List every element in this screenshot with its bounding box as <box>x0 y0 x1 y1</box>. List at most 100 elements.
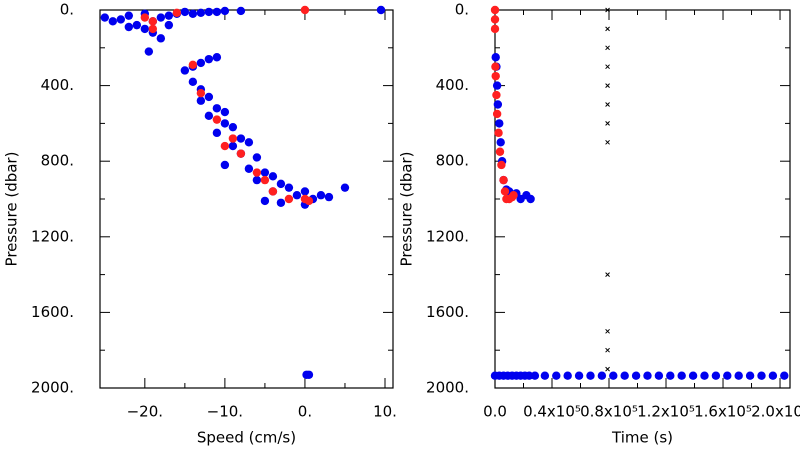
data-point <box>490 5 500 15</box>
y-axis-label: Pressure (dbar) <box>398 152 416 267</box>
data-point <box>609 371 618 380</box>
data-point <box>284 183 294 192</box>
plot-frame <box>99 9 394 389</box>
data-point <box>244 138 254 147</box>
data-point <box>677 371 686 380</box>
data-point <box>148 24 158 34</box>
data-point <box>605 83 610 88</box>
data-point <box>304 370 314 379</box>
data-point <box>276 198 286 207</box>
x-tick-label: 0. <box>298 403 312 421</box>
data-point <box>552 371 561 380</box>
data-point <box>140 13 150 22</box>
data-point <box>196 58 206 68</box>
data-point <box>100 13 110 22</box>
data-point <box>188 9 198 18</box>
data-point <box>666 371 675 380</box>
data-point <box>490 15 500 24</box>
data-point <box>492 109 502 119</box>
data-point <box>757 371 766 380</box>
data-point <box>688 371 698 380</box>
data-point <box>196 88 206 98</box>
data-point <box>605 7 610 13</box>
data-point <box>276 179 286 189</box>
data-point <box>605 328 610 334</box>
data-point <box>496 138 505 147</box>
data-point <box>723 371 732 380</box>
data-point <box>124 11 134 20</box>
data-point <box>605 272 610 277</box>
data-point <box>492 81 502 90</box>
data-point <box>605 45 610 51</box>
data-point <box>643 371 652 380</box>
data-point <box>304 196 314 206</box>
data-point <box>212 128 222 138</box>
data-point <box>300 187 310 196</box>
x-tick-label: 0.4x10⁵ <box>523 403 581 421</box>
data-point <box>574 371 584 380</box>
data-point <box>495 147 505 156</box>
data-point <box>509 191 518 200</box>
data-point <box>491 71 500 81</box>
data-point <box>180 7 190 17</box>
data-point <box>597 371 607 380</box>
data-point <box>316 191 326 200</box>
data-point <box>220 6 230 16</box>
data-point <box>500 187 510 196</box>
data-point <box>236 134 246 143</box>
data-point <box>530 371 540 380</box>
x-axis-label: Speed (cm/s) <box>197 429 296 447</box>
data-point <box>768 371 778 380</box>
data-point <box>493 100 503 109</box>
data-point <box>491 53 500 62</box>
data-point <box>228 134 238 143</box>
data-point <box>292 191 302 200</box>
data-point <box>526 194 535 204</box>
y-tick-label: 1200. <box>426 227 469 245</box>
data-point <box>284 194 294 204</box>
data-point <box>236 6 246 16</box>
y-tick-label: 800. <box>41 152 74 170</box>
y-axis-label: Pressure (dbar) <box>3 152 21 267</box>
data-point <box>204 111 214 121</box>
x-tick-label: 1.2x10⁵ <box>637 403 695 421</box>
x-tick-label: 1.6x10⁵ <box>694 403 752 421</box>
data-point <box>494 128 503 138</box>
data-point <box>172 8 182 18</box>
data-point <box>116 15 126 24</box>
x-tick-label: 10. <box>373 403 397 421</box>
data-point <box>605 366 610 372</box>
data-point <box>260 175 270 185</box>
y-tick-label: 0. <box>60 1 74 19</box>
y-tick-label: 0. <box>455 1 469 19</box>
data-point <box>631 371 641 380</box>
data-point <box>491 62 500 71</box>
data-point <box>124 22 134 32</box>
x-axis-label: Time (s) <box>611 429 673 447</box>
data-point <box>586 371 595 380</box>
x-tick-label: 0.0 <box>483 403 507 421</box>
data-point <box>495 119 504 128</box>
data-point <box>499 175 508 185</box>
data-point <box>196 96 206 105</box>
data-point <box>164 20 174 30</box>
x-tick-label: 0.8x10⁵ <box>580 403 638 421</box>
data-point <box>734 371 743 380</box>
data-point <box>605 26 610 32</box>
data-point <box>164 11 174 20</box>
x-tick-label: −20. <box>127 403 163 421</box>
data-point <box>196 8 206 18</box>
data-point <box>490 24 500 34</box>
y-tick-label: 1600. <box>426 303 469 321</box>
data-point <box>252 175 262 185</box>
data-point <box>260 196 270 206</box>
data-point <box>220 107 230 117</box>
data-point <box>605 347 610 353</box>
data-point <box>228 141 238 151</box>
data-point <box>144 47 154 56</box>
data-point <box>540 371 550 380</box>
data-point <box>700 371 709 380</box>
x-tick-label: −10. <box>207 403 243 421</box>
data-point <box>156 34 166 43</box>
